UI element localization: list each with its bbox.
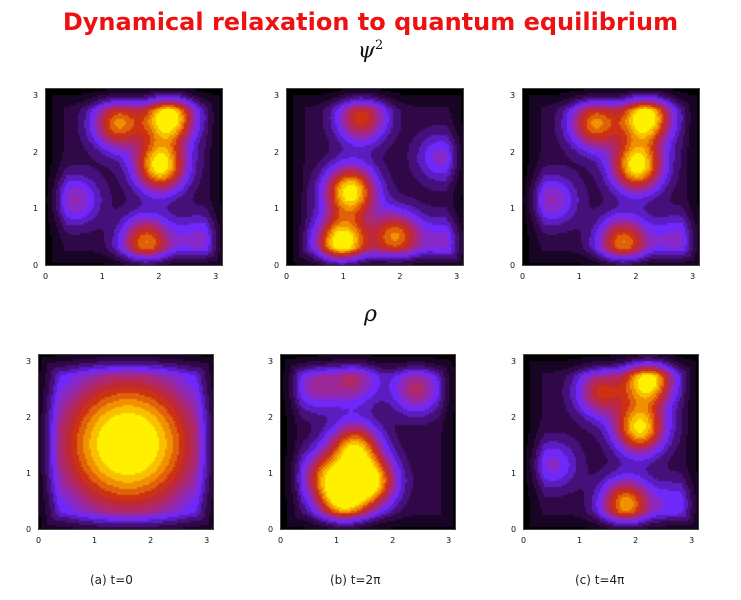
y-tick-label: 3 — [26, 356, 32, 366]
y-tick-label: 1 — [26, 468, 32, 478]
y-tick-label: 3 — [510, 90, 516, 100]
x-tick-label: 0 — [284, 272, 290, 281]
heatmap-plot-area — [522, 88, 700, 266]
y-tick-label: 0 — [26, 525, 32, 534]
y-tick-label: 3 — [274, 90, 280, 100]
x-tick-label: 0 — [278, 536, 284, 545]
x-tick-label: 3 — [446, 536, 452, 545]
y-tick-label: 1 — [268, 468, 274, 478]
x-tick-label: 3 — [689, 536, 695, 545]
figure-title: Dynamical relaxation to quantum equilibr… — [62, 8, 679, 36]
x-tick-label: 0 — [43, 272, 49, 281]
y-tick-label: 0 — [268, 525, 274, 534]
y-tick-label: 1 — [274, 204, 280, 214]
heatmap-field — [524, 355, 698, 529]
x-tick-label: 2 — [633, 536, 639, 545]
y-tick-label: 1 — [511, 468, 517, 478]
x-tick-label: 2 — [148, 536, 154, 545]
heatmap-field — [281, 355, 455, 529]
x-tick-label: 1 — [92, 536, 98, 545]
heatmap-field — [46, 89, 222, 265]
caption-c: (c) t=4π — [575, 573, 625, 587]
y-tick-label: 1 — [33, 204, 39, 214]
x-tick-label: 1 — [334, 536, 340, 545]
heatmap-field — [523, 89, 699, 265]
x-tick-label: 3 — [213, 272, 219, 281]
x-tick-label: 2 — [397, 272, 403, 281]
heatmap-field — [39, 355, 213, 529]
row-label-psi-sup: 2 — [374, 38, 384, 53]
y-tick-label: 3 — [33, 90, 39, 100]
x-tick-label: 1 — [340, 272, 346, 281]
x-tick-label: 1 — [99, 272, 105, 281]
heatmap-plot-area — [280, 354, 456, 530]
x-tick-label: 2 — [633, 272, 639, 281]
row-label-psi2: ψ2 — [0, 38, 741, 63]
x-tick-label: 2 — [156, 272, 162, 281]
row-label-psi-base: ψ — [357, 38, 375, 64]
y-tick-label: 0 — [511, 525, 517, 534]
y-tick-label: 2 — [268, 412, 274, 422]
x-tick-label: 3 — [690, 272, 696, 281]
heatmap-plot-area — [45, 88, 223, 266]
y-tick-label: 3 — [511, 356, 517, 366]
y-tick-label: 1 — [510, 204, 516, 214]
caption-a: (a) t=0 — [90, 573, 133, 587]
x-tick-label: 2 — [390, 536, 396, 545]
y-tick-label: 2 — [274, 147, 280, 157]
x-tick-label: 1 — [577, 536, 583, 545]
y-tick-label: 2 — [511, 412, 517, 422]
caption-b: (b) t=2π — [330, 573, 381, 587]
x-tick-label: 3 — [204, 536, 210, 545]
y-tick-label: 2 — [510, 147, 516, 157]
heatmap-field — [287, 89, 463, 265]
heatmap-plot-area — [38, 354, 214, 530]
x-tick-label: 0 — [36, 536, 42, 545]
y-tick-label: 0 — [33, 261, 39, 270]
heatmap-plot-area — [523, 354, 699, 530]
y-tick-label: 0 — [510, 261, 516, 270]
x-tick-label: 0 — [521, 536, 527, 545]
x-tick-label: 3 — [454, 272, 460, 281]
y-tick-label: 2 — [26, 412, 32, 422]
row-label-rho: ρ — [364, 302, 377, 327]
x-tick-label: 0 — [520, 272, 526, 281]
y-tick-label: 2 — [33, 147, 39, 157]
heatmap-plot-area — [286, 88, 464, 266]
x-tick-label: 1 — [576, 272, 582, 281]
y-tick-label: 0 — [274, 261, 280, 270]
y-tick-label: 3 — [268, 356, 274, 366]
